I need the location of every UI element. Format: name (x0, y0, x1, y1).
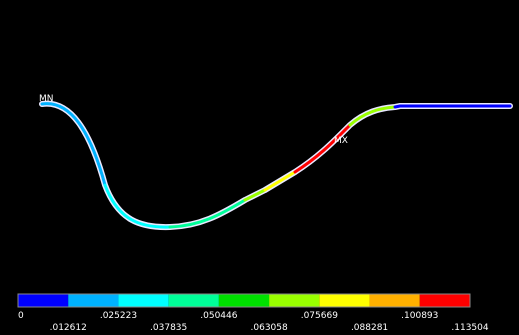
curve-segment (395, 106, 510, 107)
legend-band (370, 294, 420, 307)
legend-label: .100893 (401, 311, 438, 321)
legend-band (118, 294, 168, 307)
legend-label: 0 (18, 311, 24, 321)
legend-label: .025223 (100, 311, 137, 321)
background (0, 0, 519, 335)
legend-label: .088281 (351, 323, 388, 333)
contour-plot: MN MX 0 .012612 .025223 .037835 .050446 .0630… (0, 0, 519, 335)
legend-band (319, 294, 369, 307)
legend-band (269, 294, 319, 307)
legend-band (18, 294, 68, 307)
legend-band (169, 294, 219, 307)
legend-band (68, 294, 118, 307)
legend-label: .113504 (451, 323, 488, 333)
min-marker: MN (39, 94, 54, 104)
legend-band (420, 294, 470, 307)
max-marker: MX (334, 136, 348, 146)
legend-band (219, 294, 269, 307)
legend-label: .075669 (301, 311, 338, 321)
legend-label: .050446 (200, 311, 237, 321)
legend-label: .012612 (50, 323, 87, 333)
legend-label: .037835 (150, 323, 187, 333)
legend-label: .063058 (251, 323, 288, 333)
